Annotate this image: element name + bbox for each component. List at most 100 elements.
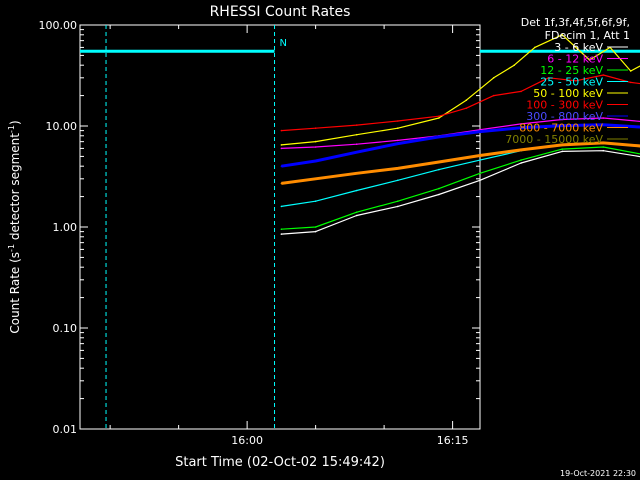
- data-point: [314, 178, 317, 180]
- data-point: [355, 189, 358, 192]
- legend-label: 800 - 7000 keV: [519, 122, 603, 135]
- data-point: [314, 226, 317, 228]
- legend-entry: 50 - 100 keV: [533, 87, 628, 100]
- data-point: [575, 80, 577, 82]
- data-point: [280, 233, 283, 235]
- legend-entry: 800 - 7000 keV: [519, 122, 628, 135]
- data-point: [355, 124, 358, 126]
- data-point: [438, 161, 440, 163]
- data-point: [280, 147, 283, 150]
- series-line-5: [281, 74, 640, 132]
- data-point: [561, 118, 563, 121]
- data-point: [479, 172, 481, 175]
- data-point: [438, 117, 440, 119]
- data-point: [602, 146, 605, 148]
- data-point: [438, 187, 440, 190]
- x-tick-label: 16:15: [437, 434, 469, 447]
- data-point: [355, 214, 358, 217]
- data-point: [520, 123, 522, 125]
- data-point: [314, 160, 317, 162]
- data-point: [397, 139, 399, 142]
- legend-entry: 7000 - 15000 keV: [505, 133, 628, 146]
- y-tick-label: 10.00: [46, 120, 78, 133]
- data-point: [465, 99, 468, 101]
- y-tick-label: 1.00: [53, 221, 78, 234]
- data-point: [520, 149, 522, 151]
- chart-title: RHESSI Count Rates: [210, 4, 351, 20]
- data-point: [397, 127, 399, 129]
- data-point: [602, 149, 605, 152]
- data-point: [561, 34, 563, 36]
- legend-entry: 12 - 25 keV: [540, 64, 628, 77]
- legend-entry: 25 - 50 keV: [540, 76, 628, 89]
- data-point: [479, 179, 481, 182]
- y-tick-label: 0.10: [53, 322, 78, 335]
- data-point: [547, 77, 550, 79]
- data-point: [397, 120, 399, 122]
- data-point: [280, 129, 283, 132]
- data-point: [629, 70, 632, 72]
- data-point: [397, 142, 399, 145]
- data-point: [520, 90, 522, 93]
- data-point: [280, 144, 283, 146]
- night-label: N: [280, 38, 287, 49]
- data-point: [492, 77, 495, 79]
- data-point: [602, 117, 605, 119]
- x-axis-label: Start Time (02-Oct-02 15:49:42): [175, 455, 385, 470]
- data-point: [314, 127, 317, 129]
- footer-timestamp: 19-Oct-2021 22:30: [560, 469, 636, 478]
- data-point: [561, 148, 563, 150]
- y-axis: 100.00 10.00 1.00 0.10 0.01: [39, 19, 480, 436]
- data-point: [314, 200, 317, 202]
- data-point: [520, 162, 522, 164]
- legend-header-line-2: FDecim 1, Att 1: [545, 29, 630, 42]
- legend-label: 100 - 300 keV: [526, 99, 603, 112]
- data-point: [561, 150, 563, 153]
- y-tick-label: 0.01: [53, 423, 78, 436]
- legend-label: 300 - 800 keV: [526, 110, 603, 123]
- data-point: [588, 59, 591, 61]
- data-point: [561, 124, 563, 127]
- legend-label: 12 - 25 keV: [540, 64, 603, 77]
- orbit-markers: NS: [80, 25, 640, 429]
- data-point: [438, 115, 440, 117]
- legend-entry: 300 - 800 keV: [526, 110, 628, 123]
- data-point: [629, 81, 632, 84]
- x-tick-label: 16:00: [231, 434, 263, 447]
- data-point: [479, 159, 481, 161]
- data-point: [602, 74, 605, 76]
- y-tick-label: 100.00: [39, 19, 78, 32]
- legend-label: 6 - 12 keV: [547, 53, 603, 66]
- data-point: [438, 136, 440, 138]
- legend-entry: 100 - 300 keV: [526, 99, 628, 112]
- y-axis-label: Count Rate (s-1 detector segment-1): [7, 120, 22, 333]
- data-point: [520, 159, 522, 161]
- data-point: [479, 130, 481, 133]
- data-point: [520, 127, 522, 129]
- legend-header-line-1: Det 1f,3f,4f,5f,6f,9f,: [521, 16, 630, 29]
- data-point: [280, 205, 283, 208]
- data-point: [397, 167, 399, 170]
- data-point: [280, 228, 283, 230]
- legend: Det 1f,3f,4f,5f,6f,9f, FDecim 1, Att 1 3…: [505, 16, 630, 146]
- data-point: [355, 172, 358, 175]
- legend-label: 7000 - 15000 keV: [505, 133, 603, 146]
- data-point: [397, 179, 399, 182]
- series-lines: [280, 34, 640, 235]
- legend-entry: 6 - 12 keV: [547, 53, 628, 66]
- series-line-4: [281, 34, 640, 146]
- data-point: [479, 154, 481, 157]
- data-point: [397, 200, 399, 202]
- data-point: [314, 140, 317, 143]
- data-point: [280, 182, 283, 185]
- legend-entry: 3 - 6 keV: [554, 41, 628, 54]
- data-point: [355, 151, 358, 153]
- data-point: [513, 64, 515, 66]
- data-point: [492, 94, 495, 97]
- data-point: [561, 144, 563, 146]
- data-point: [280, 165, 283, 167]
- data-point: [355, 133, 358, 136]
- data-point: [438, 193, 440, 196]
- legend-label: 3 - 6 keV: [554, 41, 603, 54]
